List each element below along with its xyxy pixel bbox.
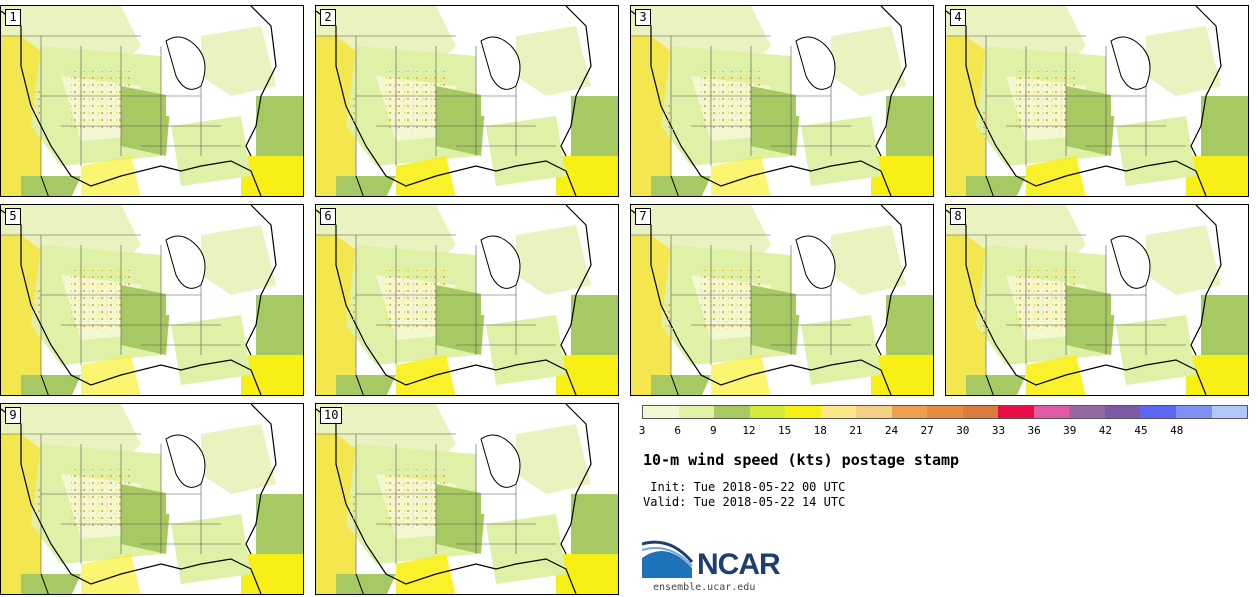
colorbar-tick-label: 15	[777, 424, 792, 437]
member-label: 4	[950, 9, 966, 26]
colorbar-tick-label: 42	[1098, 424, 1113, 437]
colorbar-tick-label: 30	[956, 424, 970, 437]
ensemble-member-map: 5	[0, 204, 304, 396]
ensemble-member-map: 9	[0, 403, 304, 595]
colorbar-cell	[749, 406, 786, 418]
colorbar-cell	[962, 406, 999, 418]
colorbar-tick-label: 6	[674, 424, 681, 437]
colorbar-cell	[856, 406, 892, 418]
colorbar-tick-label: 45	[1134, 424, 1148, 437]
colorbar-tick-label: 21	[849, 424, 863, 437]
member-label: 8	[950, 208, 966, 225]
logo-text: NCAR	[697, 548, 781, 581]
colorbar-cell	[927, 406, 963, 418]
init-time: Init: Tue 2018-05-22 00 UTC	[643, 480, 846, 494]
valid-time: Valid: Tue 2018-05-22 14 UTC	[643, 495, 846, 509]
colorbar-cell	[891, 406, 928, 418]
member-label: 2	[320, 9, 336, 26]
colorbar-tick-label: 12	[742, 424, 756, 437]
colorbar-cell	[1104, 406, 1141, 418]
site-url[interactable]: ensemble.ucar.edu	[653, 582, 756, 593]
ensemble-member-map: 2	[315, 5, 619, 197]
colorbar-tick-label: 24	[884, 424, 899, 437]
member-label: 3	[635, 9, 651, 26]
ensemble-member-map: 3	[630, 5, 934, 197]
colorbar-cell	[1033, 406, 1070, 418]
ensemble-member-map: 6	[315, 204, 619, 396]
colorbar-tick-label: 36	[1027, 424, 1041, 437]
member-label: 7	[635, 208, 651, 225]
colorbar-tick-label: 9	[709, 424, 717, 437]
colorbar-cell	[678, 406, 715, 418]
colorbar-cell	[820, 406, 857, 418]
colorbar-cell	[1140, 406, 1176, 418]
chart-title: 10-m wind speed (kts) postage stamp	[643, 451, 960, 469]
ensemble-member-map: 8	[945, 204, 1249, 396]
ensemble-member-map: 1	[0, 5, 304, 197]
colorbar-cell	[1069, 406, 1105, 418]
member-label: 10	[320, 407, 343, 424]
ncar-logo-icon	[642, 540, 694, 578]
colorbar-tick-label: 3	[638, 424, 646, 437]
colorbar-tick-label: 33	[991, 424, 1006, 437]
member-label: 6	[320, 208, 336, 225]
colorbar-cell	[643, 406, 679, 418]
colorbar-cell	[714, 406, 750, 418]
colorbar-cell	[1211, 406, 1248, 418]
ensemble-member-map: 7	[630, 204, 934, 396]
colorbar	[642, 405, 1248, 419]
colorbar-cell	[785, 406, 821, 418]
colorbar-tick-label: 18	[813, 424, 827, 437]
colorbar-tick-label: 27	[920, 424, 934, 437]
colorbar-cell	[1175, 406, 1212, 418]
member-label: 5	[5, 208, 21, 225]
ensemble-member-map: 10	[315, 403, 619, 595]
member-label: 9	[5, 407, 21, 424]
colorbar-cell	[998, 406, 1034, 418]
ensemble-member-map: 4	[945, 5, 1249, 197]
colorbar-tick-label: 48	[1170, 424, 1184, 437]
member-label: 1	[5, 9, 21, 26]
colorbar-ticks: 3 6 9 12 15 18 21 24 27 30 33 36 39 42 45 48	[638, 424, 1248, 438]
colorbar-tick-label: 39	[1063, 424, 1077, 437]
